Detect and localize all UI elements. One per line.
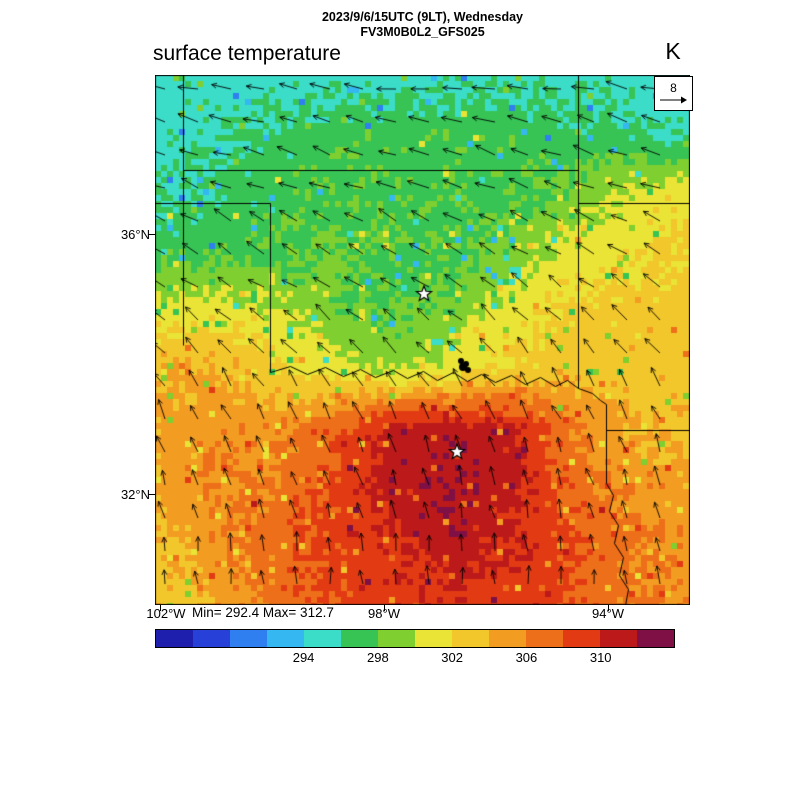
units-label: K	[665, 38, 681, 64]
colorbar-segment	[304, 630, 341, 647]
colorbar-segment	[156, 630, 193, 647]
colorbar-segment	[600, 630, 637, 647]
colorbar-segment	[267, 630, 304, 647]
lon-tick-94w	[608, 605, 609, 611]
variable-title: surface temperature	[153, 42, 341, 65]
colorbar-segment	[489, 630, 526, 647]
title-model: FV3M0B0L2_GFS025	[360, 25, 485, 39]
figure-header: 2023/9/6/15UTC (9LT), Wednesday FV3M0B0L…	[155, 10, 690, 40]
lat-tick-32n	[148, 494, 155, 495]
lon-label-94w: 94°W	[592, 606, 624, 621]
colorbar-tick-label: 310	[589, 650, 612, 665]
lat-label-32n: 32°N	[120, 487, 150, 502]
lon-tick-102w	[160, 605, 161, 611]
temperature-map-canvas	[155, 75, 690, 605]
lat-label-36n: 36°N	[120, 227, 150, 242]
colorbar-segment	[230, 630, 267, 647]
lon-label-98w: 98°W	[368, 606, 400, 621]
title-date: 2023/9/6/15UTC (9LT), Wednesday	[321, 10, 523, 24]
colorbar-segment	[193, 630, 230, 647]
colorbar-tick-label: 298	[366, 650, 389, 665]
minmax-label: Min= 292.4 Max= 312.7	[192, 605, 334, 620]
lon-label-102w: 102°W	[146, 606, 186, 621]
colorbar-tick-labels: 294 298 302 306 310	[155, 649, 675, 667]
colorbar-segment	[637, 630, 674, 647]
wind-reference-value: 8	[670, 81, 677, 95]
colorbar-segment	[563, 630, 600, 647]
colorbar-tick-label: 302	[441, 650, 463, 665]
colorbar-tick-label: 294	[292, 650, 315, 665]
lat-tick-36n	[148, 234, 155, 235]
colorbar-tick-label: 306	[515, 650, 538, 665]
colorbar-segment	[415, 630, 452, 647]
lon-tick-98w	[384, 605, 385, 611]
colorbar	[155, 629, 675, 648]
colorbar-segment	[378, 630, 415, 647]
map-area	[155, 75, 690, 605]
colorbar-segment	[341, 630, 378, 647]
colorbar-segment	[452, 630, 489, 647]
wind-reference-arrow-icon	[660, 96, 687, 104]
colorbar-segment	[526, 630, 563, 647]
wind-reference-box: 8	[654, 76, 693, 111]
